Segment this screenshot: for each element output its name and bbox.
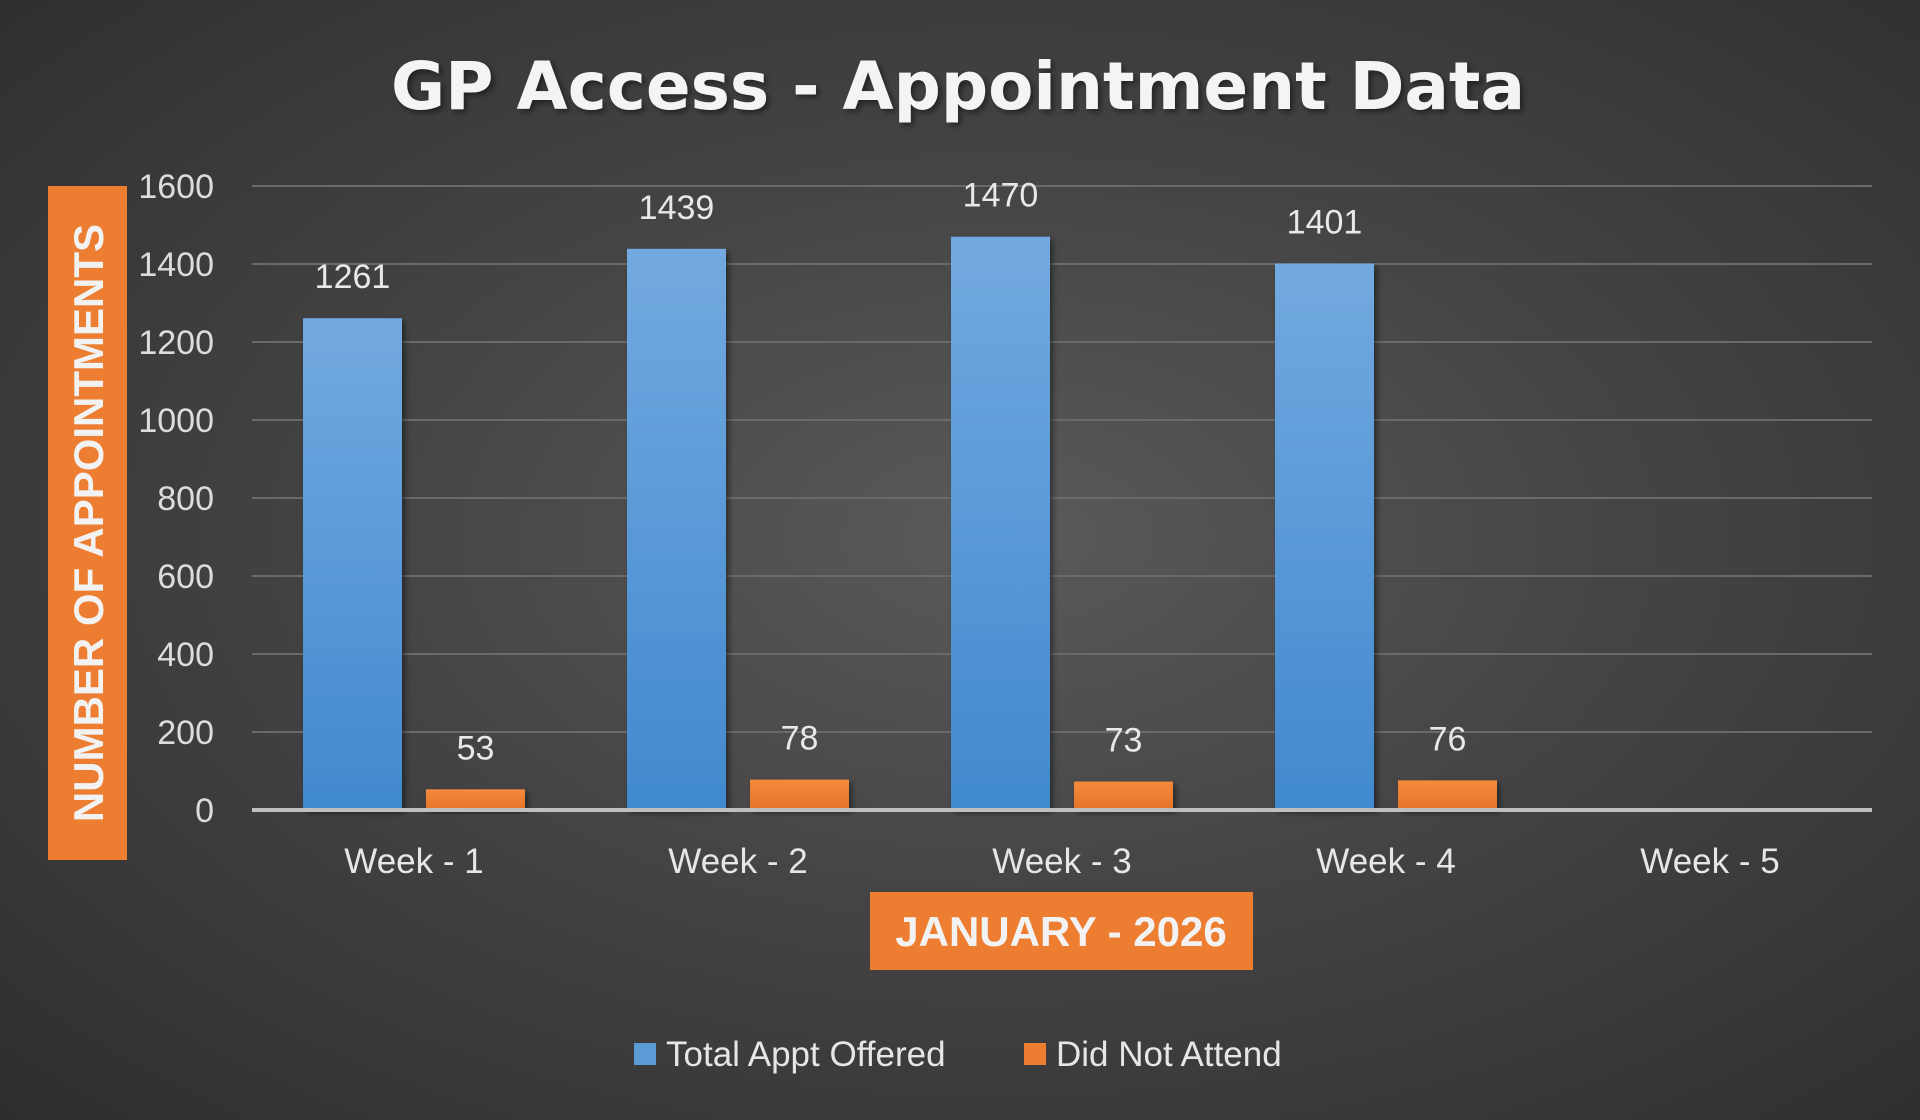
legend: Total Appt Offered Did Not Attend — [634, 1035, 1282, 1074]
data-label: 76 — [1429, 720, 1467, 758]
data-labels: 1261 53 1439 78 1470 73 1401 76 — [315, 177, 1467, 768]
x-axis-title-box: JANUARY - 2026 — [870, 892, 1253, 970]
y-tick-label: 800 — [157, 480, 214, 518]
legend-label-total: Total Appt Offered — [666, 1035, 946, 1074]
legend-swatch-dna — [1024, 1043, 1046, 1065]
legend-label-dna: Did Not Attend — [1056, 1035, 1282, 1074]
bar-did-not-attend — [426, 789, 525, 810]
x-tick-label: Week - 2 — [668, 842, 807, 881]
x-tick-label: Week - 5 — [1640, 842, 1779, 881]
data-label: 78 — [781, 720, 819, 758]
x-axis-title: JANUARY - 2026 — [895, 908, 1226, 955]
x-tick-label: Week - 4 — [1316, 842, 1455, 881]
legend-swatch-total — [634, 1043, 656, 1065]
data-label: 53 — [457, 729, 495, 767]
data-label: 1261 — [315, 258, 391, 296]
bar-did-not-attend — [1074, 781, 1173, 810]
data-label: 1439 — [639, 189, 715, 227]
x-axis-ticks: Week - 1 Week - 2 Week - 3 Week - 4 Week - 5 — [344, 842, 1779, 881]
bar-total-offered — [303, 318, 402, 810]
y-tick-label: 1600 — [138, 168, 214, 206]
x-tick-label: Week - 1 — [344, 842, 483, 881]
y-tick-label: 200 — [157, 714, 214, 752]
y-tick-label: 1200 — [138, 324, 214, 362]
y-tick-label: 600 — [157, 558, 214, 596]
data-label: 1401 — [1287, 204, 1363, 242]
y-tick-label: 1400 — [138, 246, 214, 284]
y-axis-ticks: 0 200 400 600 800 1000 1200 1400 1600 — [138, 168, 214, 830]
bars — [303, 236, 1497, 811]
y-tick-label: 0 — [195, 792, 214, 830]
data-label: 73 — [1105, 722, 1143, 760]
bar-did-not-attend — [750, 779, 849, 810]
data-label: 1470 — [963, 177, 1039, 215]
y-tick-label: 1000 — [138, 402, 214, 440]
chart-title: GP Access - Appointment Data — [391, 48, 1525, 125]
bar-total-offered — [627, 248, 726, 811]
y-tick-label: 400 — [157, 636, 214, 674]
bar-total-offered — [1275, 263, 1374, 810]
bar-total-offered — [951, 236, 1050, 810]
y-axis-title-box: NUMBER OF APPOINTMENTS — [48, 186, 127, 860]
gridlines — [252, 185, 1872, 733]
y-axis-title: NUMBER OF APPOINTMENTS — [65, 224, 112, 822]
x-tick-label: Week - 3 — [992, 842, 1131, 881]
bar-did-not-attend — [1398, 780, 1497, 810]
